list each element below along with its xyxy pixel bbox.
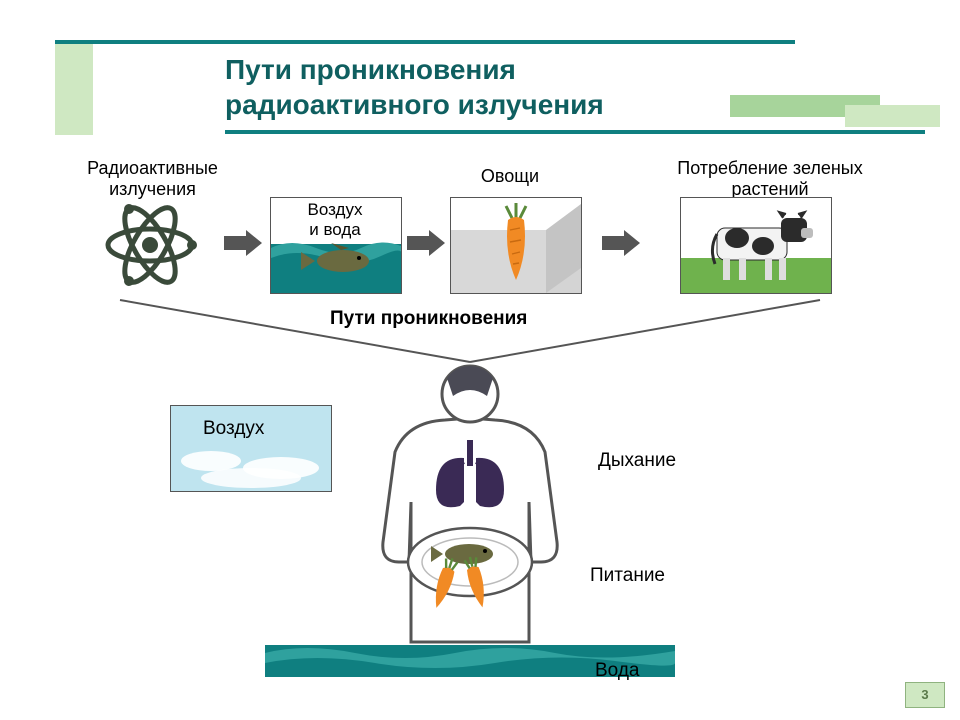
human-figure — [355, 362, 585, 662]
label-water: Вода — [595, 660, 639, 682]
label-food: Питание — [590, 565, 665, 587]
page-number-badge: 3 — [905, 682, 945, 708]
diagram-root: { "colors": { "teal": "#0f7f80", "teal_l… — [0, 0, 960, 720]
funnel-label: Пути проникновения — [330, 308, 527, 330]
label-breath: Дыхание — [598, 450, 676, 472]
label-air: Воздух — [203, 418, 264, 440]
